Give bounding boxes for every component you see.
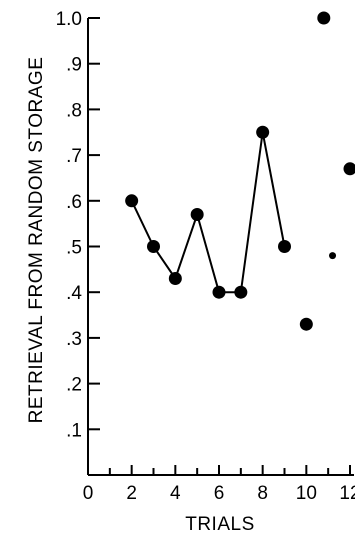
y-tick-label: .7	[66, 146, 82, 167]
x-tick-label: 2	[126, 483, 137, 504]
data-point	[147, 240, 160, 253]
axes	[87, 18, 354, 476]
x-tick-label: 8	[257, 483, 268, 504]
data-point	[278, 240, 291, 253]
y-tick-label: .5	[66, 238, 82, 259]
data-point	[299, 317, 313, 331]
data-point	[329, 252, 337, 260]
x-tick-label: 6	[214, 483, 225, 504]
series-markers	[299, 11, 355, 331]
y-axis-ticks: .1 .2 .3 .4 .5 .6 .7 .8 .9 1.0	[56, 9, 100, 441]
y-tick-label: .8	[66, 100, 82, 121]
y-axis-title: RETRIEVAL FROM RANDOM STORAGE	[26, 57, 47, 424]
y-tick-label: 1.0	[56, 9, 82, 30]
x-tick-label: 0	[83, 483, 94, 504]
series-connected	[125, 125, 291, 299]
y-tick-label: .1	[66, 420, 82, 441]
data-point	[190, 208, 204, 222]
data-point	[317, 11, 331, 25]
data-point	[256, 125, 270, 139]
x-axis-ticks: 0 2 4 6 8 10 12	[83, 465, 355, 504]
y-tick-label: .6	[66, 192, 82, 213]
data-point	[125, 194, 139, 208]
y-tick-label: .3	[66, 329, 82, 350]
x-tick-label: 12	[339, 483, 355, 504]
data-point	[168, 271, 182, 285]
x-tick-label: 4	[170, 483, 181, 504]
series-line	[130, 132, 286, 294]
x-tick-label: 10	[296, 483, 317, 504]
y-tick-label: .9	[66, 55, 82, 76]
x-axis-title: TRIALS	[185, 514, 255, 535]
y-tick-label: .4	[66, 283, 82, 304]
data-point	[343, 162, 355, 176]
y-tick-label: .2	[66, 375, 82, 396]
data-point	[234, 285, 248, 299]
data-point	[212, 285, 226, 299]
